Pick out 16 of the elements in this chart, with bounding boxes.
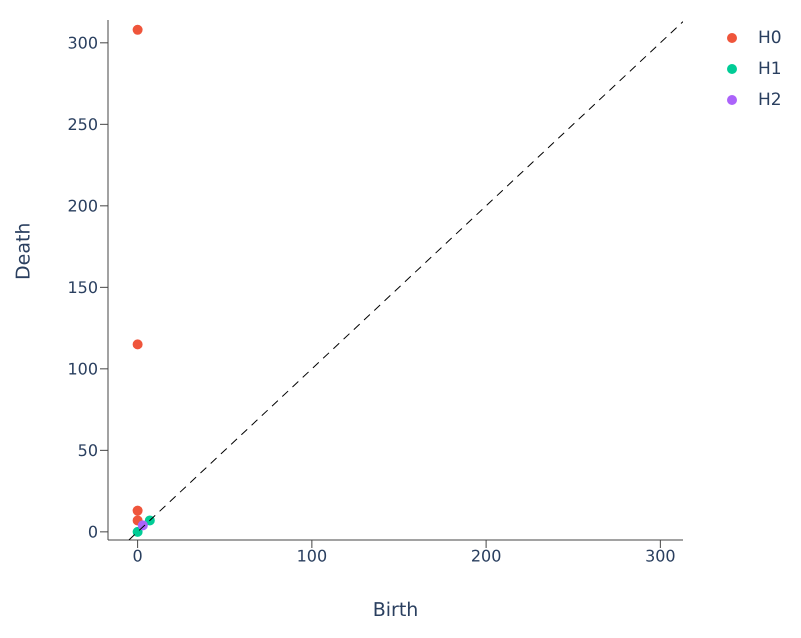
legend-label: H2 <box>758 90 782 110</box>
y-tick-label: 250 <box>67 115 98 134</box>
x-tick-label: 0 <box>132 546 143 566</box>
y-axis-title: Death <box>12 222 35 280</box>
x-tick-label: 300 <box>645 546 676 566</box>
y-tick-label: 100 <box>67 360 98 379</box>
x-tick-label: 100 <box>296 546 328 566</box>
y-tick-label: 150 <box>67 278 98 298</box>
x-axis-title: Birth <box>372 599 418 621</box>
legend-label: H1 <box>758 58 782 78</box>
y-tick-label: 0 <box>88 522 98 542</box>
x-tick-label: 200 <box>470 546 502 566</box>
legend-label: H0 <box>758 28 782 48</box>
y-tick-label: 50 <box>78 441 98 460</box>
y-tick-label: 200 <box>67 196 98 216</box>
y-tick-label: 300 <box>67 34 98 52</box>
